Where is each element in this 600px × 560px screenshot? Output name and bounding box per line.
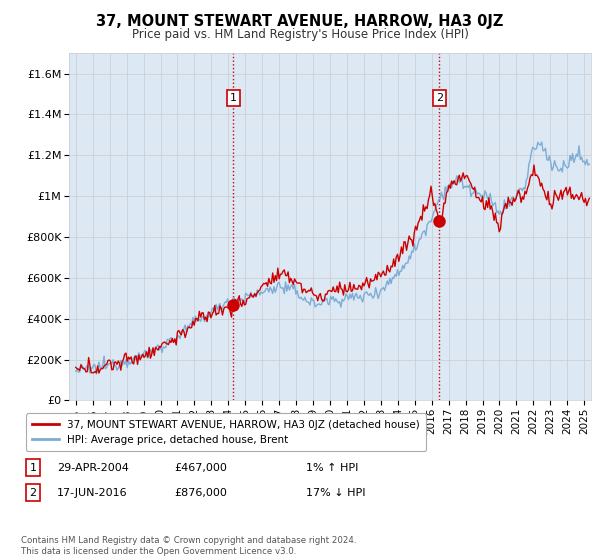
Text: 1: 1 <box>230 93 237 103</box>
Text: 17-JUN-2016: 17-JUN-2016 <box>57 488 128 498</box>
Text: £467,000: £467,000 <box>174 463 227 473</box>
Text: 2: 2 <box>29 488 37 498</box>
Text: 2: 2 <box>436 93 443 103</box>
Text: 29-APR-2004: 29-APR-2004 <box>57 463 129 473</box>
Text: 37, MOUNT STEWART AVENUE, HARROW, HA3 0JZ: 37, MOUNT STEWART AVENUE, HARROW, HA3 0J… <box>97 14 503 29</box>
Text: 1% ↑ HPI: 1% ↑ HPI <box>306 463 358 473</box>
Legend: 37, MOUNT STEWART AVENUE, HARROW, HA3 0JZ (detached house), HPI: Average price, : 37, MOUNT STEWART AVENUE, HARROW, HA3 0J… <box>26 413 426 451</box>
Text: 17% ↓ HPI: 17% ↓ HPI <box>306 488 365 498</box>
Text: Contains HM Land Registry data © Crown copyright and database right 2024.
This d: Contains HM Land Registry data © Crown c… <box>21 536 356 556</box>
Text: £876,000: £876,000 <box>174 488 227 498</box>
Text: Price paid vs. HM Land Registry's House Price Index (HPI): Price paid vs. HM Land Registry's House … <box>131 28 469 41</box>
Text: 1: 1 <box>29 463 37 473</box>
